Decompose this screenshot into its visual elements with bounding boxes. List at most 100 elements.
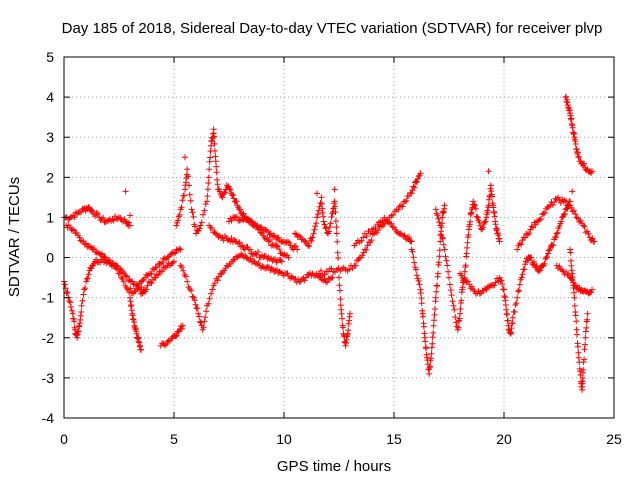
data-point (555, 194, 562, 201)
data-point (226, 185, 233, 192)
data-point (533, 263, 540, 269)
data-point (511, 308, 518, 315)
data-point (247, 246, 254, 253)
data-point (240, 245, 247, 252)
y-tick-label: -1 (42, 290, 55, 306)
data-point (571, 302, 578, 309)
data-point (415, 277, 422, 284)
data-point (428, 350, 435, 357)
y-tick-labels: -4 -3 -2 -1 0 1 2 3 4 5 (42, 49, 55, 426)
data-point (395, 206, 402, 213)
data-point (201, 318, 208, 325)
data-point (591, 238, 598, 245)
data-point (212, 230, 219, 237)
data-point (83, 278, 89, 285)
data-point (430, 322, 437, 329)
data-point (255, 260, 262, 266)
data-point (176, 211, 183, 218)
data-point (228, 217, 235, 224)
data-point (119, 276, 126, 282)
y-tick-label: 1 (46, 209, 54, 225)
data-point (313, 220, 320, 227)
data-point (436, 219, 443, 226)
data-point (178, 325, 185, 332)
data-point (441, 202, 448, 209)
data-point (312, 223, 319, 230)
data-point (570, 279, 577, 286)
data-point (458, 272, 465, 279)
data-point (89, 208, 96, 215)
data-point (80, 291, 87, 298)
data-point (314, 190, 320, 197)
data-point (191, 297, 198, 304)
data-point (93, 249, 100, 256)
data-point (140, 287, 147, 294)
data-point (213, 169, 220, 176)
data-point (363, 233, 370, 240)
data-point (545, 203, 552, 210)
y-axis-label: SDTVAR / TECUs (6, 177, 23, 297)
data-point (238, 251, 245, 258)
data-point (417, 170, 424, 177)
data-point (573, 318, 580, 325)
data-point (436, 253, 443, 260)
data-point (320, 277, 327, 284)
x-tick-label: 5 (170, 431, 178, 447)
data-point (88, 265, 95, 272)
data-point (431, 306, 438, 312)
data-point (515, 288, 522, 295)
data-point (159, 268, 166, 275)
data-point (243, 254, 250, 261)
data-point (477, 222, 484, 229)
data-point (240, 210, 247, 217)
data-point (256, 225, 263, 232)
y-tick-label: 4 (46, 89, 54, 105)
data-point (126, 219, 133, 226)
data-point (358, 237, 365, 244)
data-point (214, 181, 221, 188)
data-point (112, 265, 119, 272)
data-point (399, 203, 406, 210)
data-point (120, 278, 127, 285)
data-point (437, 238, 444, 245)
data-point (251, 251, 258, 258)
data-point (552, 195, 559, 202)
data-point (289, 274, 296, 281)
data-point (462, 262, 469, 269)
data-point (567, 249, 574, 256)
data-point (420, 313, 426, 320)
data-point (561, 210, 568, 217)
y-tick-label: -4 (42, 410, 55, 426)
data-point (485, 168, 492, 175)
data-point (581, 160, 588, 167)
data-point (581, 356, 588, 363)
data-point (589, 286, 595, 293)
data-point (574, 343, 581, 350)
data-point (127, 285, 134, 292)
data-point (432, 294, 439, 301)
data-point (513, 300, 520, 307)
data-point (153, 271, 160, 278)
data-point (580, 366, 587, 373)
data-point (443, 257, 450, 264)
data-point (439, 235, 446, 242)
data-point (471, 201, 478, 208)
data-point (303, 274, 309, 281)
data-point (340, 324, 346, 331)
data-point (299, 276, 305, 283)
data-point (518, 274, 525, 281)
data-point (367, 230, 374, 237)
data-point (219, 194, 226, 201)
data-point (275, 234, 282, 241)
data-point (190, 213, 197, 220)
x-axis-label: GPS time / hours (277, 458, 391, 475)
data-point (568, 204, 575, 211)
data-point (109, 263, 115, 270)
data-point (204, 193, 211, 200)
data-point (321, 221, 328, 228)
data-point (550, 242, 557, 249)
data-point (169, 259, 176, 266)
data-point (526, 230, 533, 237)
data-point (582, 341, 588, 348)
